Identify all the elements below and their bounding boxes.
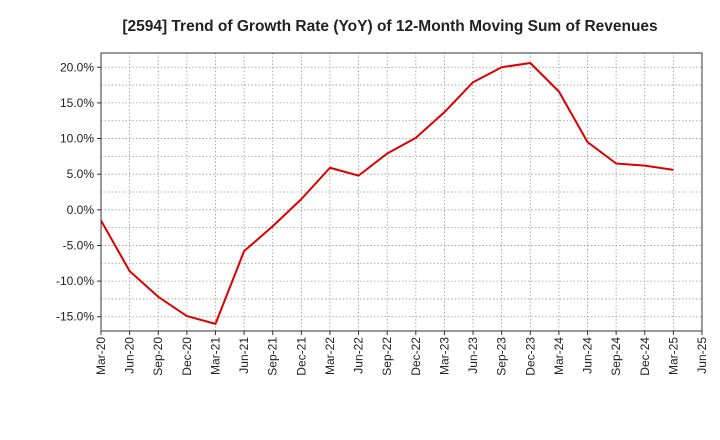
plot-background	[101, 53, 702, 331]
plot-frame	[100, 52, 703, 332]
x-tick-label: Dec-22	[409, 337, 423, 376]
x-tick-label: Jun-22	[352, 337, 366, 374]
series-line	[100, 61, 674, 325]
x-tick-label: Sep-22	[380, 337, 394, 376]
y-tick-label: 0.0%	[67, 203, 95, 217]
x-tick-label: Jun-25	[695, 337, 709, 374]
x-tick-label: Jun-24	[581, 337, 595, 374]
x-tick-label: Jun-20	[123, 337, 137, 374]
x-tick-label: Jun-21	[237, 337, 251, 374]
x-tick-label: Jun-23	[466, 337, 480, 374]
series-layer	[100, 61, 674, 325]
y-tick-label: -15.0%	[56, 310, 94, 324]
x-tick-label: Dec-24	[638, 337, 652, 376]
x-tick-label: Dec-23	[523, 337, 537, 376]
x-tick-label: Mar-22	[323, 337, 337, 375]
y-tick-label: 10.0%	[60, 132, 94, 146]
y-tick-label: 5.0%	[67, 167, 95, 181]
y-axis: -15.0% -10.0% -5.0% 0.0% 5.0% 10.0% 15.0% 20.0%	[56, 60, 101, 324]
y-tick-label: 20.0%	[60, 60, 94, 74]
x-tick-label: Mar-23	[437, 337, 451, 375]
y-tick-label: -10.0%	[56, 274, 94, 288]
x-tick-label: Mar-24	[552, 337, 566, 375]
x-tick-label: Sep-21	[266, 337, 280, 376]
x-tick-label: Mar-25	[666, 337, 680, 375]
grid	[100, 53, 703, 331]
x-tick-label: Sep-24	[609, 337, 623, 376]
y-tick-label: -5.0%	[63, 238, 95, 252]
x-axis: Mar-20 Jun-20 Sep-20 Dec-20 Mar-21 Jun-21 Sep-…	[94, 331, 709, 376]
chart-title: [2594] Trend of Growth Rate (YoY) of 12-…	[122, 18, 657, 35]
x-tick-label: Mar-21	[208, 337, 222, 375]
x-tick-label: Sep-23	[495, 337, 509, 376]
y-tick-label: 15.0%	[60, 96, 94, 110]
x-tick-label: Dec-21	[294, 337, 308, 376]
x-tick-label: Dec-20	[180, 337, 194, 376]
x-tick-label: Mar-20	[94, 337, 108, 375]
plot-border	[100, 52, 703, 332]
x-tick-label: Sep-20	[151, 337, 165, 376]
